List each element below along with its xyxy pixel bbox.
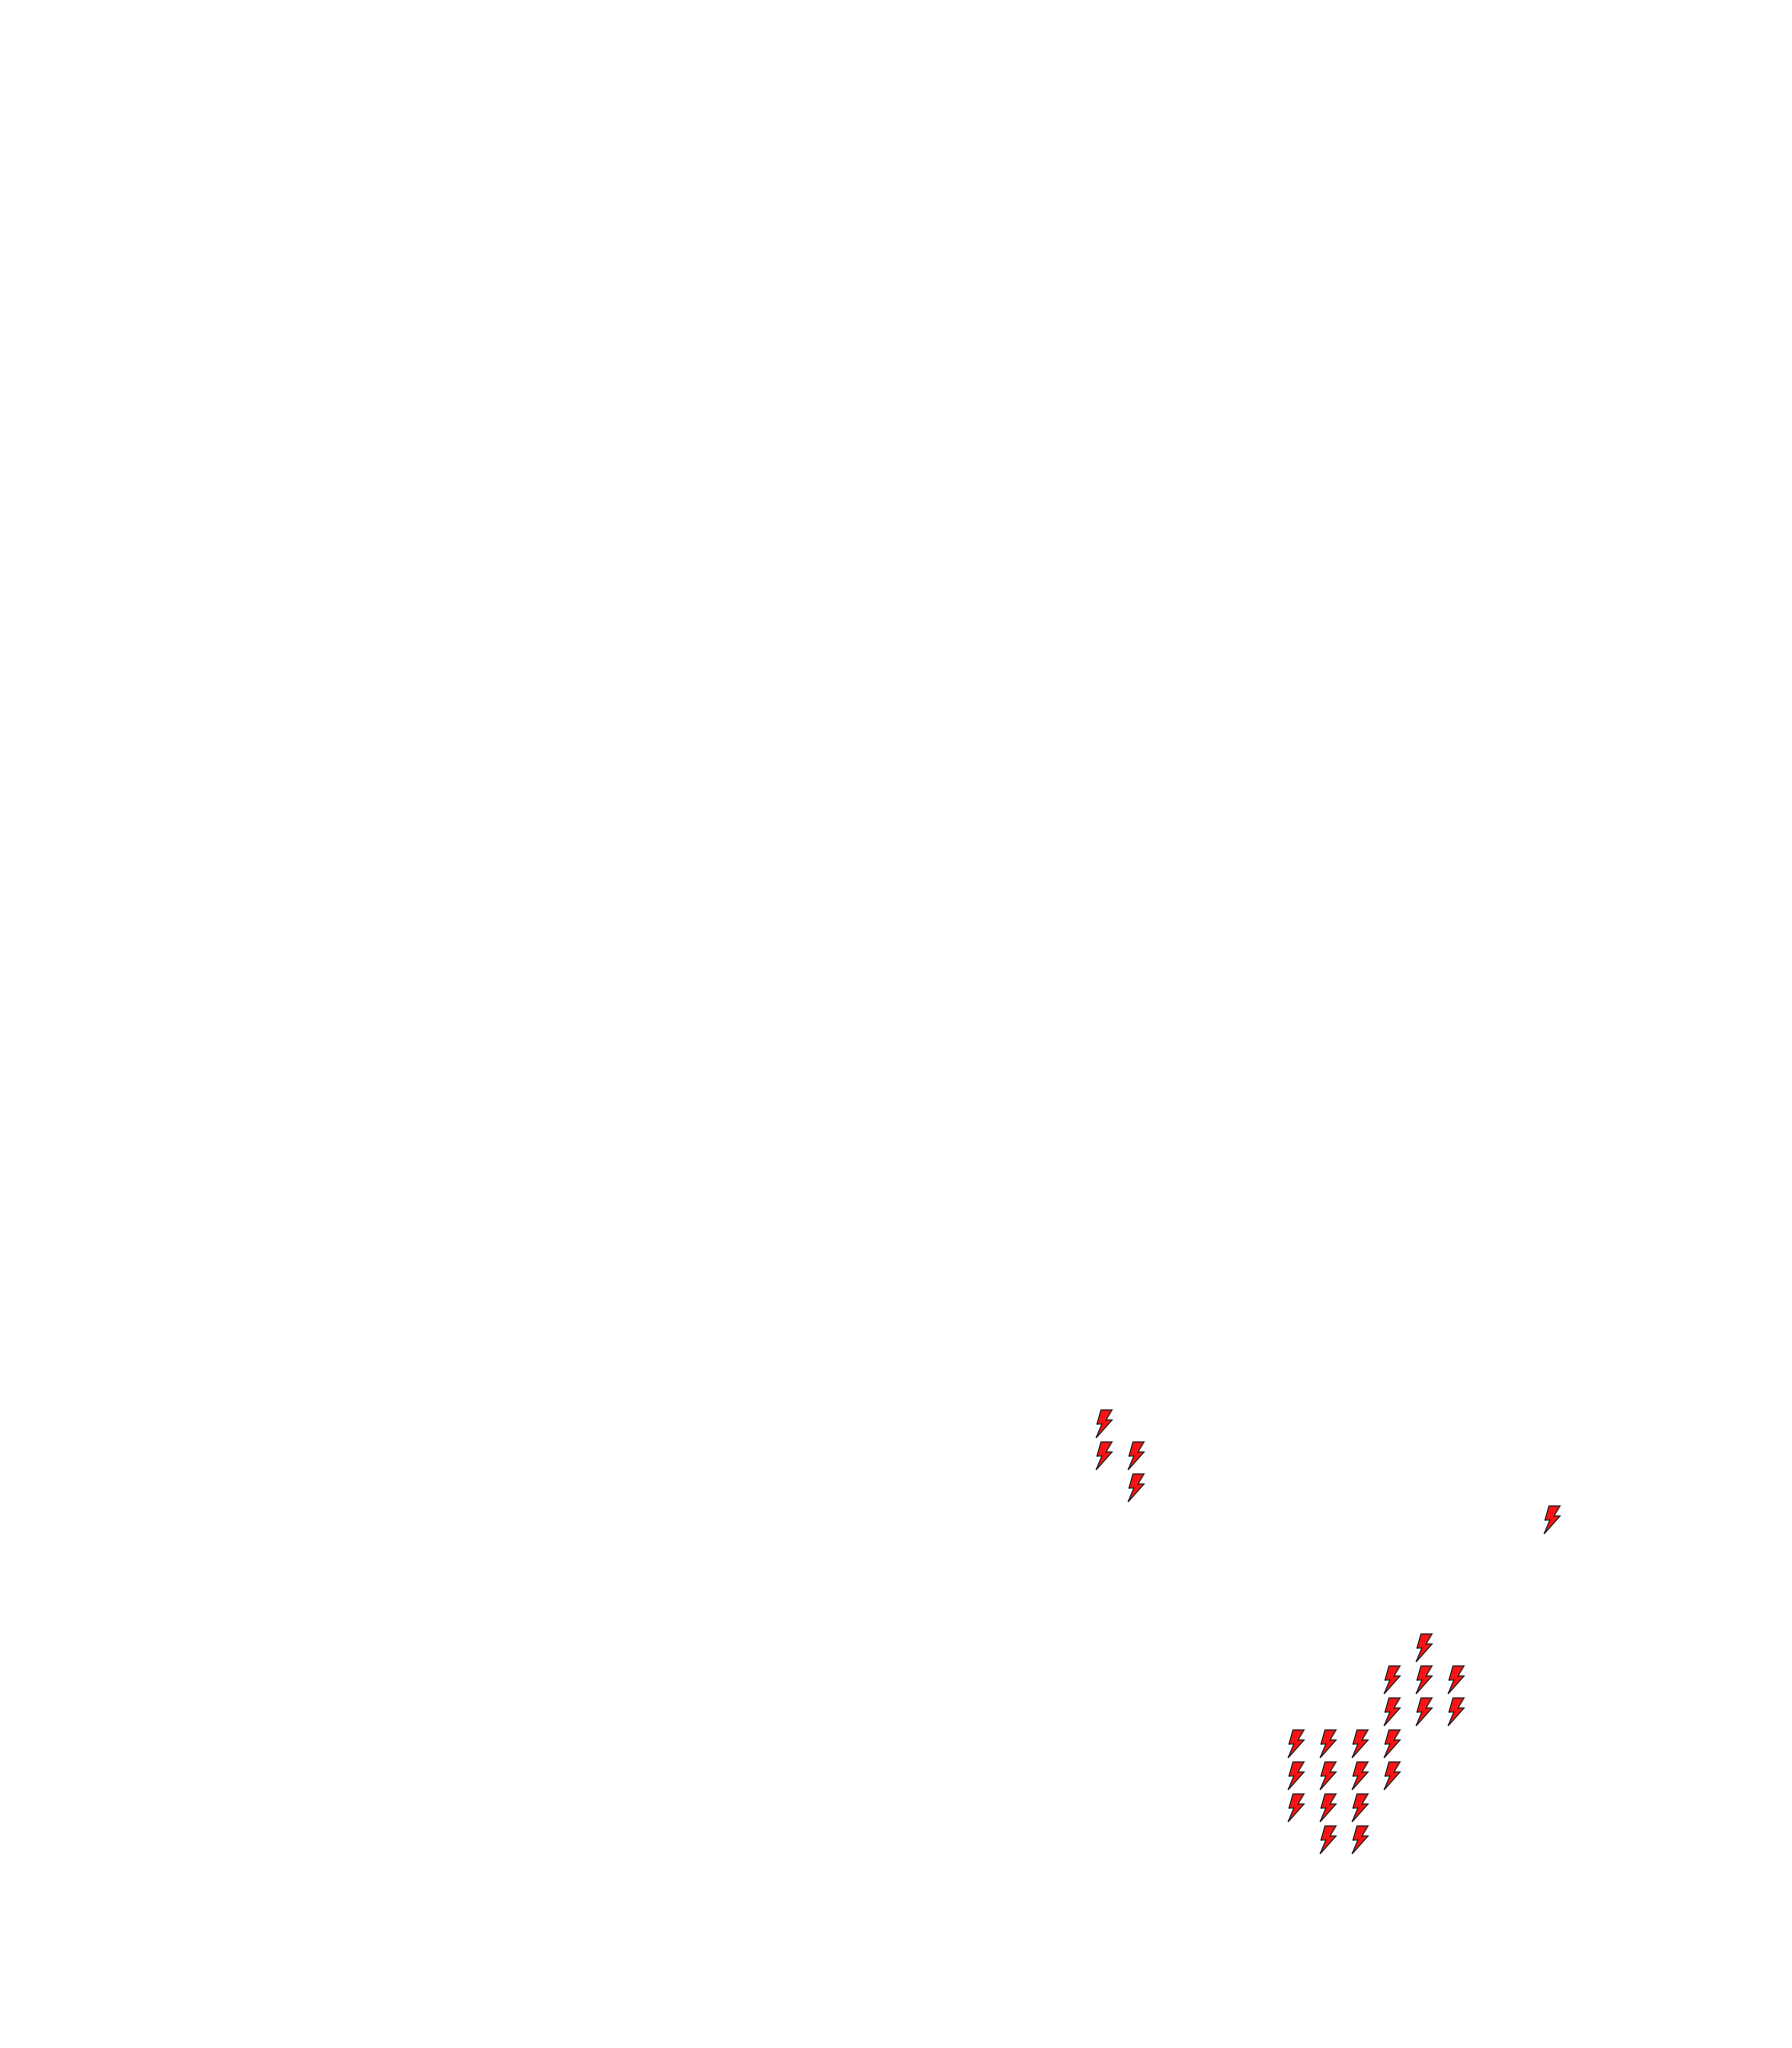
map-marker[interactable] — [1350, 1825, 1370, 1855]
lightning-bolt-icon — [1319, 1729, 1338, 1759]
lightning-bolt-icon — [1543, 1505, 1562, 1535]
lightning-bolt-icon — [1415, 1697, 1434, 1727]
lightning-bolt-icon — [1319, 1793, 1338, 1823]
map-marker[interactable] — [1318, 1793, 1338, 1823]
lightning-bolt-icon — [1127, 1473, 1146, 1503]
lightning-bolt-icon — [1287, 1761, 1306, 1791]
map-marker[interactable] — [1382, 1665, 1402, 1695]
map-marker[interactable] — [1414, 1697, 1434, 1727]
map-marker[interactable] — [1094, 1409, 1114, 1439]
map-marker[interactable] — [1318, 1825, 1338, 1855]
lightning-bolt-icon — [1383, 1729, 1402, 1759]
lightning-bolt-icon — [1287, 1729, 1306, 1759]
map-marker[interactable] — [1286, 1761, 1306, 1791]
lightning-bolt-icon — [1319, 1825, 1338, 1855]
map-marker[interactable] — [1414, 1633, 1434, 1663]
map-marker[interactable] — [1350, 1793, 1370, 1823]
lightning-bolt-icon — [1127, 1441, 1146, 1471]
lightning-bolt-icon — [1351, 1825, 1370, 1855]
map-marker[interactable] — [1382, 1729, 1402, 1759]
lightning-bolt-icon — [1383, 1665, 1402, 1695]
lightning-bolt-icon — [1287, 1793, 1306, 1823]
map-marker[interactable] — [1126, 1473, 1146, 1503]
map-marker[interactable] — [1318, 1761, 1338, 1791]
lightning-bolt-icon — [1351, 1729, 1370, 1759]
lightning-bolt-icon — [1351, 1793, 1370, 1823]
lightning-bolt-icon — [1383, 1761, 1402, 1791]
map-marker[interactable] — [1414, 1665, 1434, 1695]
map-marker[interactable] — [1382, 1697, 1402, 1727]
lightning-bolt-icon — [1383, 1697, 1402, 1727]
map-marker[interactable] — [1542, 1505, 1562, 1535]
lightning-bolt-icon — [1447, 1697, 1466, 1727]
map-marker[interactable] — [1094, 1441, 1114, 1471]
lightning-bolt-icon — [1351, 1761, 1370, 1791]
map-marker[interactable] — [1126, 1441, 1146, 1471]
map-marker[interactable] — [1350, 1729, 1370, 1759]
map-marker[interactable] — [1286, 1729, 1306, 1759]
map-marker[interactable] — [1318, 1729, 1338, 1759]
map-marker[interactable] — [1382, 1761, 1402, 1791]
map-marker[interactable] — [1350, 1761, 1370, 1791]
lightning-bolt-icon — [1415, 1633, 1434, 1663]
lightning-bolt-icon — [1415, 1665, 1434, 1695]
map-marker[interactable] — [1286, 1793, 1306, 1823]
lightning-bolt-icon — [1095, 1409, 1114, 1439]
map-marker[interactable] — [1446, 1697, 1466, 1727]
lightning-bolt-icon — [1319, 1761, 1338, 1791]
lightning-bolt-icon — [1095, 1441, 1114, 1471]
lightning-bolt-icon — [1447, 1665, 1466, 1695]
map-marker[interactable] — [1446, 1665, 1466, 1695]
